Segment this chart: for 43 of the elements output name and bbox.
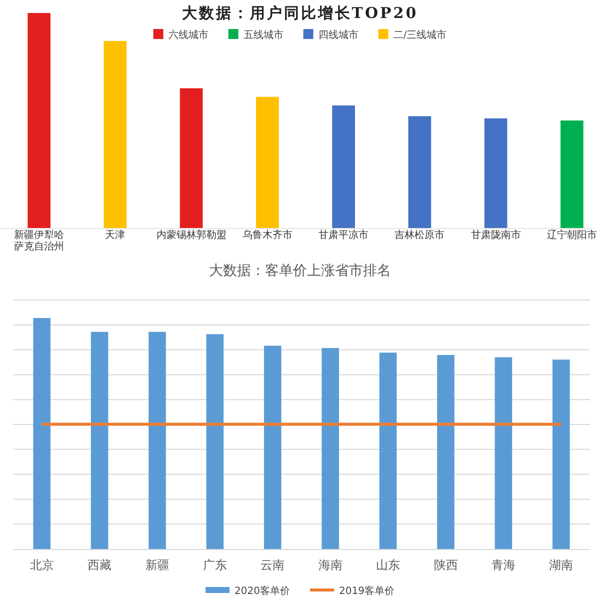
x-tick-label: 广东 [202, 558, 227, 572]
legend-label: 2020客单价 [234, 585, 290, 597]
x-tick-label: 北京 [30, 558, 54, 572]
bar [484, 118, 508, 228]
legend-label: 五线城市 [243, 29, 284, 41]
bar [552, 360, 570, 549]
x-tick-label: 内蒙锡林郭勒盟 [156, 229, 226, 241]
x-tick-label: 西藏 [88, 558, 112, 572]
x-tick-label: 吉林松原市 [394, 229, 445, 241]
bar [408, 116, 432, 228]
x-tick-label: 新疆 [145, 558, 170, 572]
bar [148, 332, 166, 549]
x-tick-label: 青海 [491, 558, 516, 572]
bar [33, 318, 51, 549]
x-tick-label: 陕西 [434, 558, 458, 572]
legend-label: 四线城市 [318, 29, 358, 41]
x-tick-label: 新疆伊犁哈萨克自治州 [14, 229, 64, 252]
x-tick-label: 山东 [376, 558, 400, 572]
x-tick-label: 海南 [318, 558, 342, 572]
bar [90, 332, 108, 549]
legend-label: 2019客单价 [339, 585, 394, 597]
x-tick-label: 乌鲁木齐市 [242, 229, 292, 241]
bar [379, 352, 397, 549]
x-tick-label: 甘肃平凉市 [318, 229, 369, 241]
bar [264, 346, 282, 549]
bar [180, 88, 203, 228]
bar [206, 334, 224, 549]
x-tick-label: 甘肃陇南市 [470, 229, 521, 241]
bar [322, 348, 340, 549]
chart-title: 大数据：用户同比增长TOP20 [182, 4, 418, 22]
bar [494, 357, 512, 549]
bar [332, 105, 355, 228]
bar [437, 354, 454, 549]
legend-label: 二/三线城市 [393, 29, 447, 41]
x-tick-label: 辽宁朝阳市 [546, 229, 597, 241]
legend-label: 六线城市 [168, 29, 208, 41]
bar [256, 96, 279, 228]
x-tick-label: 湖南 [549, 558, 574, 572]
bar [104, 40, 127, 228]
x-tick-label: 云南 [260, 558, 285, 572]
bar [28, 13, 50, 228]
chart-title: 大数据：客单价上涨省市排名 [209, 263, 391, 279]
x-tick-label: 天津 [105, 229, 126, 241]
